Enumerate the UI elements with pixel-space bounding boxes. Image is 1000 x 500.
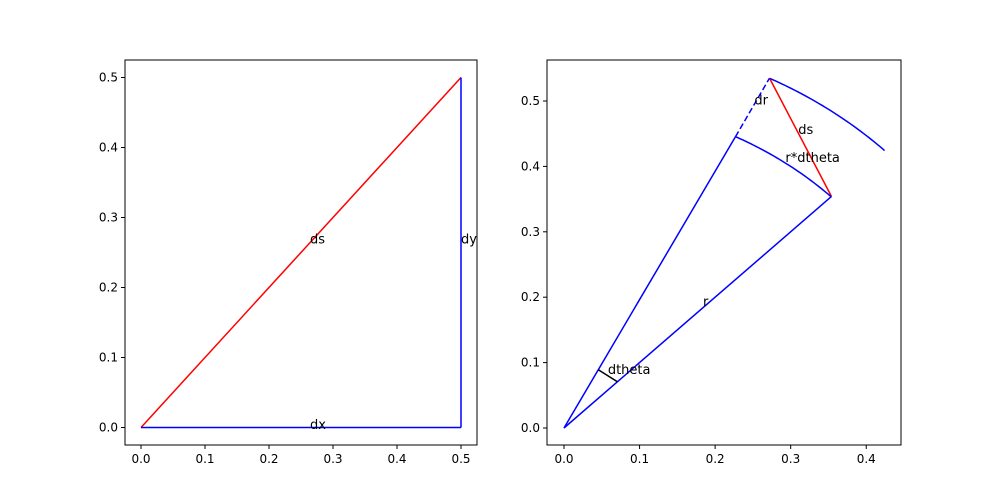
y-tick-label: 0.2 xyxy=(99,281,118,295)
line-segment xyxy=(140,76,462,429)
annotation: ds xyxy=(798,123,813,138)
annotation: dtheta xyxy=(608,363,651,378)
x-tick-label: 0.1 xyxy=(630,452,649,466)
line-segment xyxy=(734,77,771,138)
y-tick-label: 0.5 xyxy=(99,71,118,85)
annotation: dr xyxy=(754,94,768,109)
x-tick-label: 0.0 xyxy=(131,452,150,466)
y-tick-label: 0.1 xyxy=(521,356,540,370)
x-tick-label: 0.1 xyxy=(195,452,214,466)
annotation: r*dtheta xyxy=(785,151,840,166)
x-tick-label: 0.4 xyxy=(857,452,876,466)
y-tick-label: 0.4 xyxy=(99,141,118,155)
y-tick-label: 0.3 xyxy=(99,211,118,225)
arc xyxy=(735,135,832,198)
annotation: r xyxy=(703,295,709,310)
arc xyxy=(769,77,886,152)
y-tick-label: 0.3 xyxy=(521,225,540,239)
x-tick-label: 0.2 xyxy=(259,452,278,466)
y-tick-label: 0.0 xyxy=(521,421,540,435)
annotation: ds xyxy=(310,233,325,248)
axes-frame xyxy=(546,59,902,446)
x-tick-label: 0.2 xyxy=(706,452,725,466)
x-tick-label: 0.3 xyxy=(781,452,800,466)
x-tick-label: 0.4 xyxy=(387,452,406,466)
x-tick-label: 0.5 xyxy=(451,452,470,466)
axes-frame xyxy=(124,59,478,446)
x-tick-label: 0.3 xyxy=(323,452,342,466)
line-segment xyxy=(597,369,618,383)
y-tick-label: 0.1 xyxy=(99,351,118,365)
line-segment xyxy=(563,195,832,429)
annotation: dx xyxy=(310,418,326,433)
y-tick-label: 0.4 xyxy=(521,159,540,173)
annotation: dy xyxy=(461,233,477,248)
y-tick-label: 0.5 xyxy=(521,94,540,108)
y-tick-label: 0.0 xyxy=(99,421,118,435)
y-tick-label: 0.2 xyxy=(521,290,540,304)
line-segment xyxy=(563,136,737,429)
x-tick-label: 0.0 xyxy=(554,452,573,466)
line-segment xyxy=(768,77,833,197)
